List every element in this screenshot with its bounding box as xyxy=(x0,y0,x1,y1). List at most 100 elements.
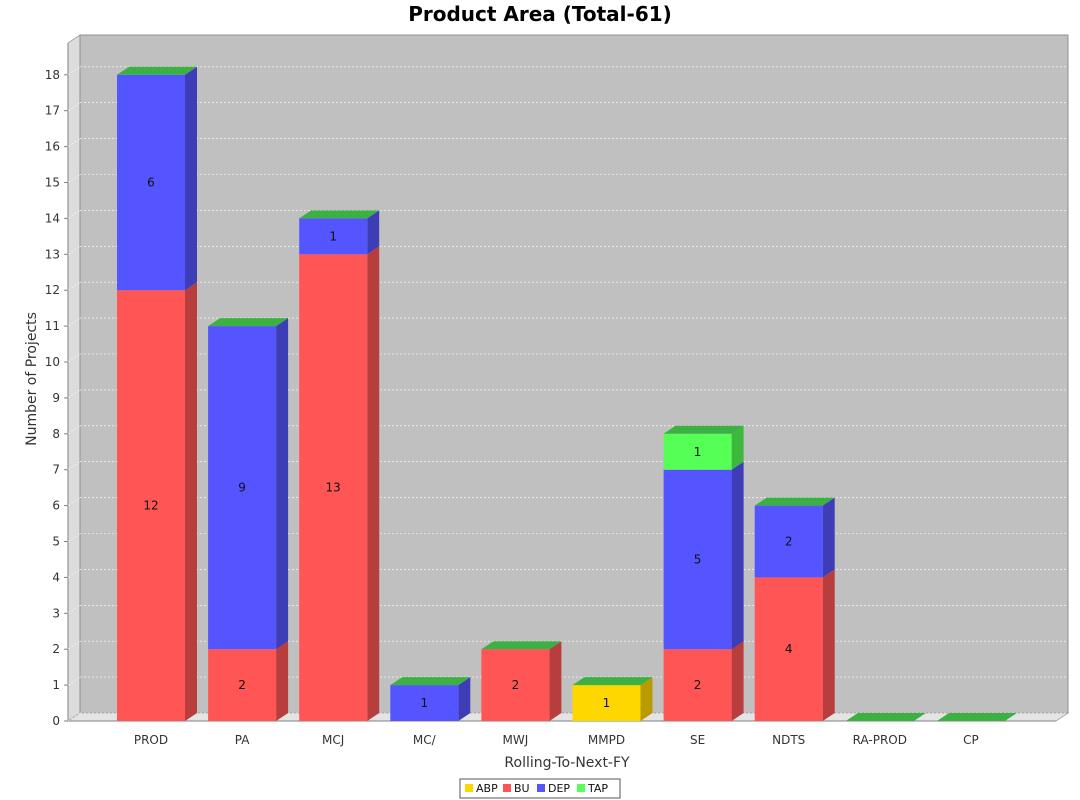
x-axis-ticks: PROD PA MCJ MC/MWJ MMPD SE NDTS RA-PROD CP xyxy=(134,733,979,747)
x-tick-label: RA-PROD xyxy=(853,733,907,747)
y-tick-label: 3 xyxy=(52,606,60,620)
data-label: 9 xyxy=(238,481,246,495)
y-tick-label: 1 xyxy=(52,678,60,692)
bar-segment xyxy=(117,74,185,291)
data-label: 2 xyxy=(785,535,793,549)
x-tick-label: MMPD xyxy=(588,733,625,747)
bar-side xyxy=(185,282,197,721)
x-tick-label: PA xyxy=(235,733,250,747)
y-tick-label: 13 xyxy=(45,247,60,261)
gridline-side xyxy=(67,281,81,291)
legend-swatch xyxy=(537,784,545,792)
y-tick-label: 18 xyxy=(45,68,60,82)
bar-segment xyxy=(390,685,459,721)
bar-segment xyxy=(117,290,185,721)
gridline-side xyxy=(67,353,81,363)
x-tick-label: PROD xyxy=(134,733,168,747)
y-tick-label: 7 xyxy=(52,463,60,477)
bar-segment xyxy=(299,218,368,255)
bar-side xyxy=(276,641,289,721)
x-tick-label: CP xyxy=(963,733,979,747)
bar-side xyxy=(549,641,562,721)
gridline-side xyxy=(67,676,81,686)
data-label: 6 xyxy=(147,176,155,190)
gridline-side xyxy=(67,461,81,470)
bar-side xyxy=(276,318,289,650)
gridline-side xyxy=(67,210,81,219)
y-tick-label: 0 xyxy=(52,714,60,728)
y-tick-label: 10 xyxy=(45,355,60,369)
bar-side xyxy=(731,461,744,650)
bar-segment xyxy=(299,254,368,722)
gridline-side xyxy=(67,640,81,650)
legend-label: ABP xyxy=(476,782,498,795)
data-label: 2 xyxy=(512,678,520,692)
data-label: 13 xyxy=(326,481,341,495)
y-tick-label: 17 xyxy=(45,104,60,118)
gridline-side xyxy=(67,138,81,147)
y-tick-label: 14 xyxy=(45,211,60,225)
x-tick-label: MWJ xyxy=(503,733,529,747)
data-label: 2 xyxy=(694,678,702,692)
bar-top-cap xyxy=(754,497,835,506)
gridline-side xyxy=(67,66,81,76)
bar-top-cap xyxy=(390,677,471,686)
data-label: 1 xyxy=(329,229,337,243)
bar-side xyxy=(731,425,744,470)
legend-swatch xyxy=(577,784,585,792)
data-label: 1 xyxy=(603,696,611,710)
bar-side xyxy=(458,677,471,721)
bar-side xyxy=(367,210,380,255)
gridline-side xyxy=(67,533,81,542)
y-tick-label: 12 xyxy=(45,283,60,297)
y-tick-label: 4 xyxy=(52,570,60,584)
legend-swatch xyxy=(465,784,473,792)
y-tick-label: 8 xyxy=(52,427,60,441)
bar-segment xyxy=(663,433,732,470)
bar-top-cap xyxy=(572,677,653,686)
gridline-side xyxy=(67,102,81,111)
gridline-side xyxy=(67,605,81,614)
bar-segment xyxy=(754,577,823,721)
x-tick-label: NDTS xyxy=(772,733,805,747)
bar-segment xyxy=(208,649,277,721)
bar-segment xyxy=(481,649,550,721)
legend-label: DEP xyxy=(548,782,570,795)
data-label: 1 xyxy=(420,696,428,710)
y-tick-label: 15 xyxy=(45,176,60,190)
bar-side xyxy=(822,569,835,721)
gridline-side xyxy=(67,712,81,722)
x-tick-label: MCJ xyxy=(322,733,344,747)
plot-side-wall xyxy=(67,34,81,722)
legend-swatch xyxy=(503,784,511,792)
gridline-side xyxy=(67,246,81,255)
bar-side xyxy=(367,246,380,722)
legend-label: BU xyxy=(514,782,530,795)
y-tick-label: 16 xyxy=(45,140,60,154)
bar-side xyxy=(185,66,197,291)
bar-segment xyxy=(572,685,641,721)
gridline-side xyxy=(67,569,81,578)
bar-top-cap xyxy=(663,425,744,434)
bar-segment xyxy=(754,505,823,578)
legend: ABP BU DEP TAP xyxy=(459,778,621,799)
data-label: 5 xyxy=(694,552,702,566)
bar-top-cap xyxy=(299,210,380,219)
bar-side xyxy=(822,497,835,578)
x-axis-title: Rolling-To-Next-FY xyxy=(504,755,630,771)
bar-top-cap xyxy=(936,713,1017,721)
bar-side xyxy=(640,677,653,721)
y-axis-title: Number of Projects xyxy=(24,312,40,446)
bar-segment xyxy=(208,326,277,650)
bar-top-cap xyxy=(481,641,562,650)
y-tick-label: 6 xyxy=(52,499,60,513)
bar-segment xyxy=(663,649,732,721)
gridline-side xyxy=(67,425,81,435)
data-label: 1 xyxy=(694,445,702,459)
data-label: 4 xyxy=(785,642,793,656)
gridline-side xyxy=(67,317,81,327)
bar-side xyxy=(731,641,744,721)
